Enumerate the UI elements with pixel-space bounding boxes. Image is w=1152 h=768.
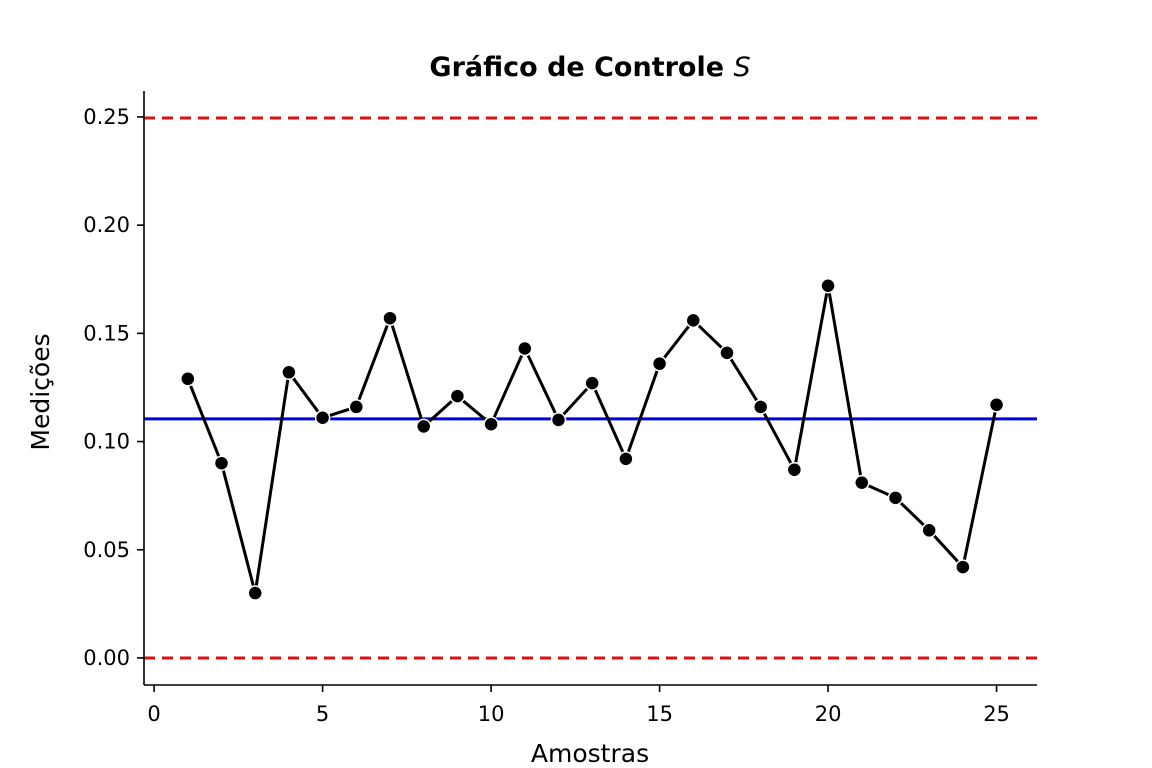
data-point [382, 310, 398, 326]
x-tick-label: 10 [478, 702, 505, 726]
x-tick-label: 15 [646, 702, 673, 726]
data-point [854, 474, 870, 491]
data-point [820, 278, 836, 294]
chart-title-symbol: S [733, 52, 750, 83]
series-group [180, 278, 1005, 601]
data-point [786, 461, 803, 478]
data-point [988, 397, 1005, 413]
data-point [449, 388, 466, 404]
data-point [584, 375, 600, 391]
x-tick-label: 25 [983, 702, 1010, 726]
data-point [887, 490, 904, 506]
x-axis-label: Amostras [531, 739, 649, 768]
data-point [314, 410, 331, 426]
data-point [752, 399, 769, 415]
y-tick-label: 0.05 [83, 538, 130, 562]
y-ticks: 0.00 0.05 0.10 0.15 0.20 0.25 [83, 105, 144, 670]
y-tick-label: 0.00 [83, 646, 130, 670]
x-ticks: 0 5 10 15 20 25 [147, 685, 1010, 726]
data-point [550, 412, 567, 428]
control-limit-lines [144, 116, 1037, 660]
data-point [651, 355, 668, 372]
y-tick-label: 0.20 [83, 213, 130, 237]
series-line [186, 284, 999, 595]
data-point [955, 559, 971, 575]
y-tick-label: 0.10 [83, 430, 130, 454]
data-point [180, 371, 196, 387]
y-tick-label: 0.15 [83, 321, 130, 345]
data-point [921, 522, 937, 539]
x-tick-label: 5 [316, 702, 329, 726]
data-point [719, 345, 735, 361]
data-point [618, 451, 634, 467]
x-tick-label: 0 [147, 702, 160, 726]
chart-title-text: Gráfico de Controle [429, 52, 724, 83]
data-point [483, 416, 499, 432]
data-point [348, 399, 365, 415]
data-point [415, 418, 432, 435]
data-point [247, 585, 263, 601]
data-point [213, 455, 230, 471]
y-axis-label: Medições [26, 333, 55, 450]
data-point [281, 364, 297, 381]
x-tick-label: 20 [815, 702, 842, 726]
y-tick-label: 0.25 [83, 105, 130, 129]
data-point [685, 312, 702, 329]
chart-title: Gráfico de Controle S [429, 52, 750, 83]
data-point [517, 340, 533, 357]
